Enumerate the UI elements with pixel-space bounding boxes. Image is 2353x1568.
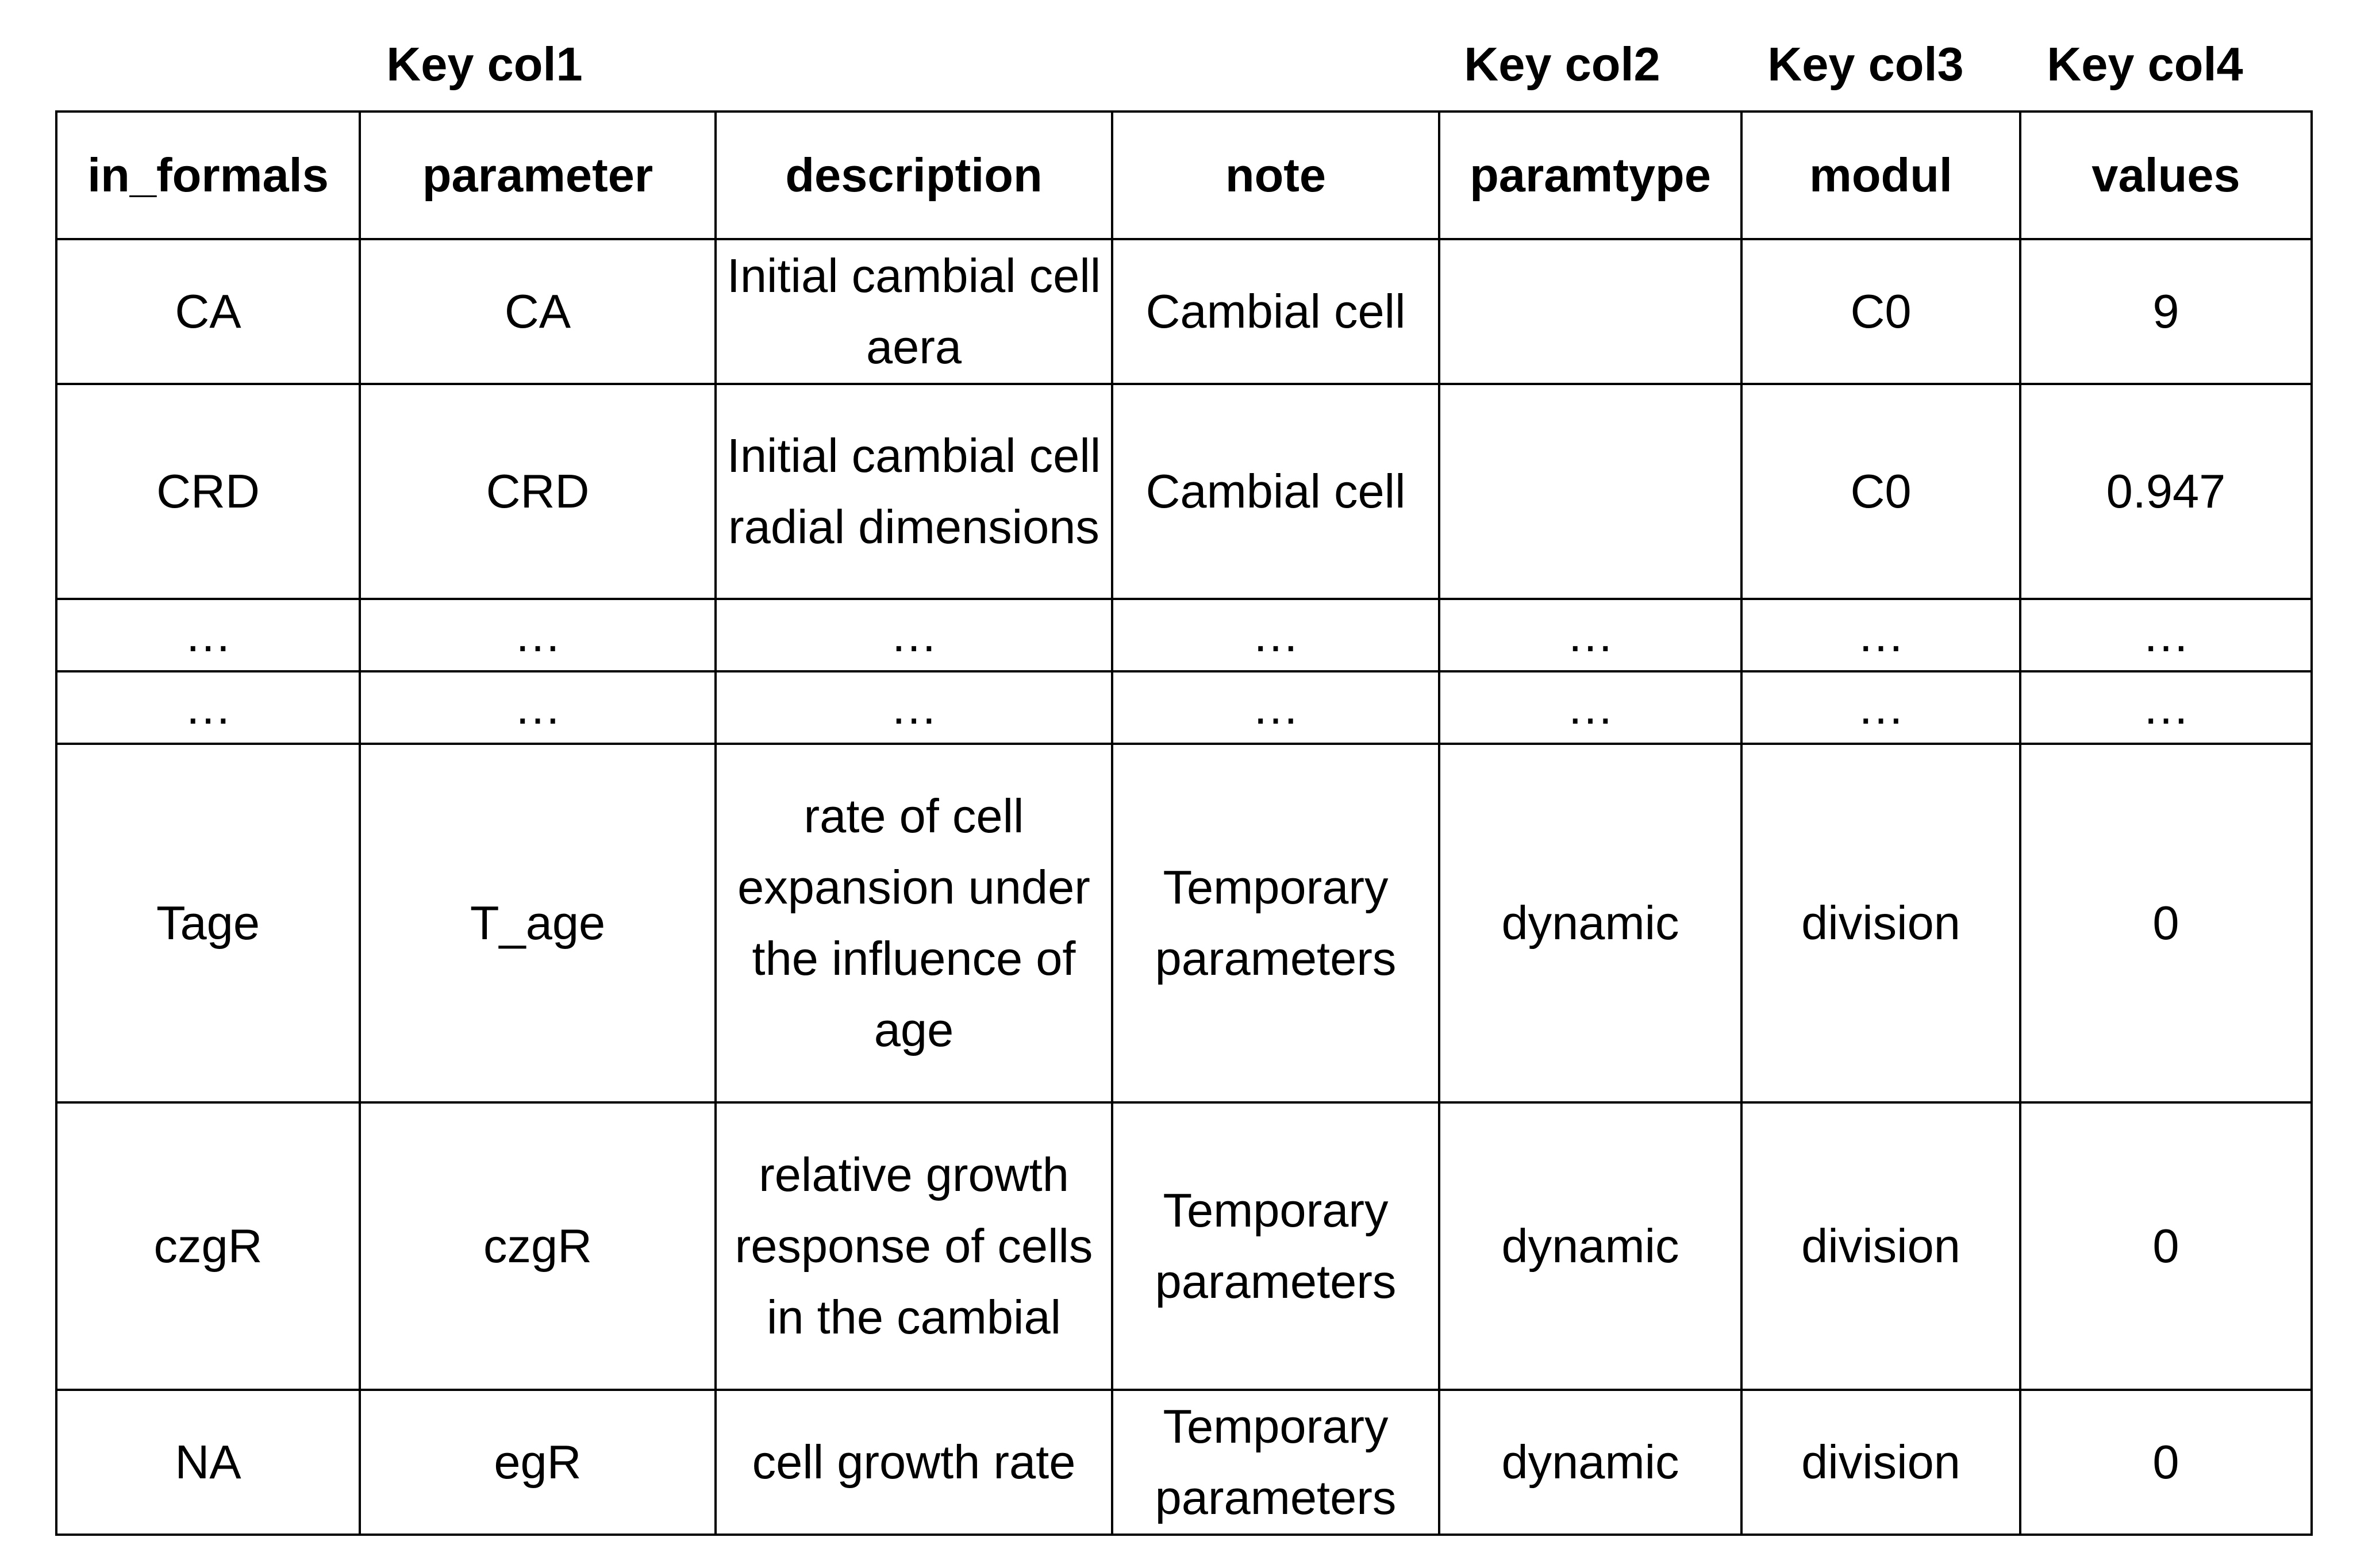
table-row: CA CA Initial cambial cell aera Cambial …	[55, 238, 2313, 385]
table-cell: Temporary parameters	[1111, 1389, 1440, 1536]
table-cell: 9	[2019, 238, 2313, 385]
column-header: modul	[1740, 110, 2021, 240]
table-cell: …	[1740, 598, 2021, 672]
table-cell: division	[1740, 1389, 2021, 1536]
table-cell: Temporary parameters	[1111, 1101, 1440, 1391]
table-cell: 0.947	[2019, 383, 2313, 600]
parameter-table: in_formals parameter description note pa…	[55, 110, 2313, 1536]
key-col4-label: Key col4	[2047, 37, 2243, 91]
table-cell: Temporary parameters	[1111, 743, 1440, 1104]
column-header: paramtype	[1438, 110, 1743, 240]
table-cell: …	[1438, 598, 1743, 672]
table-cell: Tage	[55, 743, 361, 1104]
key-col2-label: Key col2	[1464, 37, 1660, 91]
column-header: note	[1111, 110, 1440, 240]
table-cell: dynamic	[1438, 1389, 1743, 1536]
key-col1-label: Key col1	[386, 37, 583, 91]
column-header: description	[714, 110, 1113, 240]
table-cell: czgR	[359, 1101, 717, 1391]
table-row: CRD CRD Initial cambial cell radial dime…	[55, 383, 2313, 600]
table-cell: …	[1438, 670, 1743, 745]
table-cell: …	[55, 670, 361, 745]
column-header: in_formals	[55, 110, 361, 240]
table-cell: 0	[2019, 743, 2313, 1104]
column-header: values	[2019, 110, 2313, 240]
table-cell: egR	[359, 1389, 717, 1536]
table-cell: CRD	[55, 383, 361, 600]
table-cell: 0	[2019, 1389, 2313, 1536]
table-cell: Cambial cell	[1111, 238, 1440, 385]
table-header-row: in_formals parameter description note pa…	[55, 110, 2313, 240]
table-cell: CA	[359, 238, 717, 385]
table-row: … … … … … … …	[55, 598, 2313, 672]
table-cell: 0	[2019, 1101, 2313, 1391]
table-cell: …	[2019, 598, 2313, 672]
table-cell: …	[714, 670, 1113, 745]
table-cell: NA	[55, 1389, 361, 1536]
table-cell: dynamic	[1438, 743, 1743, 1104]
table-cell: …	[1740, 670, 2021, 745]
table-cell: C0	[1740, 238, 2021, 385]
table-cell: …	[1111, 670, 1440, 745]
table-cell: C0	[1740, 383, 2021, 600]
table-cell: division	[1740, 1101, 2021, 1391]
key-col3-label: Key col3	[1767, 37, 1964, 91]
table-cell: …	[359, 598, 717, 672]
table-cell: T_age	[359, 743, 717, 1104]
table-cell: …	[714, 598, 1113, 672]
table-cell: …	[55, 598, 361, 672]
table-cell: Cambial cell	[1111, 383, 1440, 600]
table-cell	[1438, 383, 1743, 600]
table-cell: …	[2019, 670, 2313, 745]
column-header: parameter	[359, 110, 717, 240]
table-cell: CRD	[359, 383, 717, 600]
table-cell: czgR	[55, 1101, 361, 1391]
table-cell: …	[1111, 598, 1440, 672]
table-cell: cell growth rate	[714, 1389, 1113, 1536]
table-cell: Initial cambial cell radial dimensions	[714, 383, 1113, 600]
table-cell	[1438, 238, 1743, 385]
table-cell: division	[1740, 743, 2021, 1104]
table-cell: Initial cambial cell aera	[714, 238, 1113, 385]
table-row: NA egR cell growth rate Temporary parame…	[55, 1389, 2313, 1536]
table-row: czgR czgR relative growth response of ce…	[55, 1101, 2313, 1391]
table-cell: CA	[55, 238, 361, 385]
table-cell: …	[359, 670, 717, 745]
table-cell: relative growth response of cells in the…	[714, 1101, 1113, 1391]
key-label-row: Key col1 Key col2 Key col3 Key col4	[0, 0, 2353, 109]
table-cell: dynamic	[1438, 1101, 1743, 1391]
table-row: Tage T_age rate of cell expansion under …	[55, 743, 2313, 1104]
table-cell: rate of cell expansion under the influen…	[714, 743, 1113, 1104]
table-row: … … … … … … …	[55, 670, 2313, 745]
